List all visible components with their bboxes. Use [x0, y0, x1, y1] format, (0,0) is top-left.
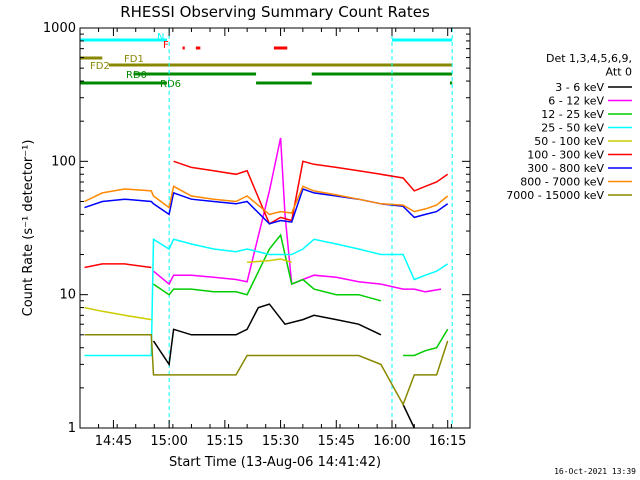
x-tick-label: 15:00: [150, 434, 187, 449]
plot-frame: [79, 27, 471, 429]
series-line-4: [247, 258, 292, 264]
x-tick-label: 16:00: [373, 434, 410, 449]
flag-label-f: F: [163, 40, 169, 51]
series-line-4: [84, 306, 152, 321]
series-line-0: [402, 404, 415, 429]
flag-label-fd2: FD2: [90, 61, 110, 72]
series-line-2: [403, 328, 449, 357]
legend-entry-label: 300 - 800 keV: [527, 162, 604, 175]
x-tick-label: 15:30: [262, 434, 299, 449]
legend-header: Att 0: [606, 66, 632, 79]
legend-entry-label: 25 - 50 keV: [541, 122, 604, 135]
legend-entry-label: 100 - 300 keV: [527, 149, 604, 162]
legend-entry-label: 12 - 25 keV: [541, 108, 604, 121]
legend-entry-label: 50 - 100 keV: [534, 135, 604, 148]
y-tick-label: 100: [51, 154, 76, 169]
x-tick-label: 14:45: [95, 434, 132, 449]
flag-label-n: N: [157, 32, 164, 43]
legend-entry-label: 800 - 7000 keV: [520, 176, 604, 189]
series-line-1: [153, 137, 442, 293]
y-tick-label: 1000: [43, 21, 76, 36]
series-line-5: [84, 263, 152, 269]
series-line-7: [84, 185, 449, 216]
y-tick-label: 1: [68, 421, 76, 436]
legend-entry-label: 6 - 12 keV: [548, 95, 604, 108]
legend-entry-label: 3 - 6 keV: [555, 81, 604, 94]
series-line-3: [84, 237, 449, 357]
flag-label-fd1: FD1: [124, 54, 144, 65]
series-line-8: [84, 334, 449, 407]
series-line-6: [84, 188, 449, 225]
x-axis-label: Start Time (13-Aug-06 14:41:42): [169, 455, 381, 470]
chart-title: RHESSI Observing Summary Count Rates: [120, 3, 430, 21]
y-tick-label: 10: [59, 288, 76, 303]
flag-label-rd0: RD0: [126, 70, 147, 81]
legend-entry-label: 7000 - 15000 keV: [506, 189, 604, 202]
legend-header: Det 1,3,4,5,6,9,: [546, 52, 632, 65]
series-line-5: [173, 160, 449, 225]
x-tick-label: 15:15: [206, 434, 243, 449]
x-tick-label: 15:45: [318, 434, 355, 449]
y-axis-label: Count Rate (s⁻¹ detector⁻¹): [21, 140, 36, 317]
series-line-0: [152, 303, 382, 367]
x-tick-label: 16:15: [429, 434, 466, 449]
footer-timestamp: 16-Oct-2021 13:39: [554, 467, 636, 476]
series-line-2: [153, 233, 382, 302]
flag-label-rd6: RD6: [160, 79, 181, 90]
